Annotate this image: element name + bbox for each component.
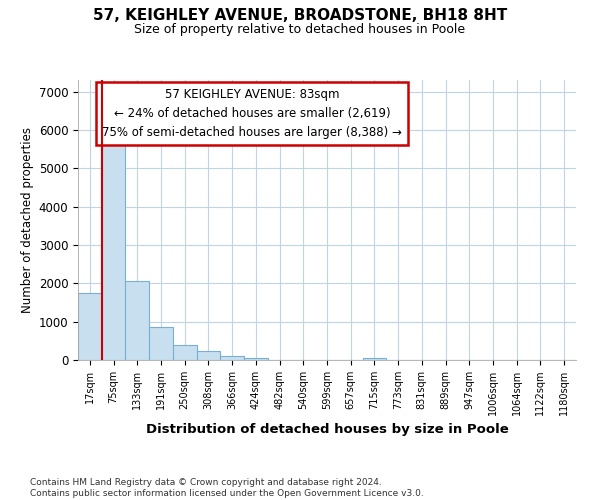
Bar: [197, 351, 220, 360]
Bar: [125, 282, 149, 360]
Text: Size of property relative to detached houses in Poole: Size of property relative to detached ho…: [134, 22, 466, 36]
Bar: [362, 358, 386, 360]
Text: Distribution of detached houses by size in Poole: Distribution of detached houses by size …: [146, 422, 508, 436]
Bar: [149, 328, 173, 360]
Text: 57, KEIGHLEY AVENUE, BROADSTONE, BH18 8HT: 57, KEIGHLEY AVENUE, BROADSTONE, BH18 8H…: [93, 8, 507, 22]
Text: Contains HM Land Registry data © Crown copyright and database right 2024.
Contai: Contains HM Land Registry data © Crown c…: [30, 478, 424, 498]
Text: 57 KEIGHLEY AVENUE: 83sqm
← 24% of detached houses are smaller (2,619)
75% of se: 57 KEIGHLEY AVENUE: 83sqm ← 24% of detac…: [103, 88, 402, 140]
Bar: [102, 140, 125, 360]
Bar: [173, 346, 197, 360]
Bar: [244, 358, 268, 360]
Bar: [78, 293, 102, 360]
Y-axis label: Number of detached properties: Number of detached properties: [22, 127, 34, 313]
Bar: [220, 356, 244, 360]
